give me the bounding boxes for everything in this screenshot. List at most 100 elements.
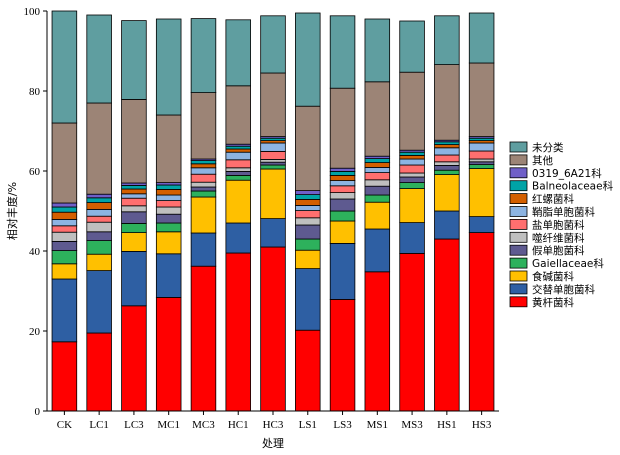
legend-swatch (509, 154, 528, 166)
bar-segment-mc1-s11 (155, 114, 182, 183)
legend-swatch (509, 296, 528, 308)
bar-segment-hc3-s5 (260, 158, 286, 163)
bar-segment-lc1-s7 (86, 208, 112, 217)
legend-swatch (509, 231, 528, 243)
bar-segment-ls1-s10 (295, 190, 321, 196)
bar-segment-lc3-s2 (121, 232, 147, 252)
bar-segment-hs3-s12 (468, 12, 495, 64)
bar-segment-ls3-s9 (329, 170, 356, 176)
bar-segment-lc1-s9 (86, 197, 112, 204)
bar-segment-ck-s11 (51, 122, 78, 204)
bar-segment-ck-s4 (51, 240, 78, 251)
x-tick-label: MC1 (157, 419, 180, 431)
bar-segment-mc1-s7 (155, 194, 182, 201)
bar-segment-ms1-s5 (364, 179, 391, 187)
x-tick-label: LC1 (89, 419, 109, 431)
bar-segment-ms3-s1 (399, 222, 425, 254)
x-tick-label: MS1 (367, 419, 388, 431)
bar-segment-lc3-s11 (121, 99, 147, 184)
bar-segment-lc3-s3 (121, 222, 147, 233)
bar-segment-hs1-s7 (434, 147, 460, 156)
bar-segment-mc3-s6 (190, 173, 217, 183)
bar-segment-ck-s10 (51, 202, 78, 208)
bar-segment-lc3-s1 (121, 250, 147, 307)
bar-segment-hs3-s11 (468, 62, 495, 137)
bar-segment-mc3-s9 (190, 160, 217, 165)
bar-segment-ck-s1 (51, 278, 78, 343)
bar-segment-lc3-s7 (121, 193, 147, 199)
bar-segment-mc3-s3 (190, 190, 217, 198)
bar-segment-lc3-s9 (121, 184, 147, 190)
bar-segment-ms3-s2 (399, 188, 425, 224)
y-tick-label: 80 (29, 86, 41, 98)
bar-segment-ls3-s10 (329, 167, 356, 172)
legend-label: 红螺菌科 (532, 193, 574, 206)
bar-segment-hs3-s6 (468, 150, 495, 160)
bar-segment-lc1-s10 (86, 193, 112, 199)
bar-segment-hc3-s0 (260, 246, 286, 412)
bar-segment-lc3-s6 (121, 197, 147, 207)
bar-segment-hs1-s8 (434, 144, 460, 149)
bar-segment-ck-s7 (51, 218, 78, 227)
bar-segment-ms1-s7 (364, 166, 391, 173)
bar-segment-hs3-s3 (468, 164, 495, 170)
bar-segment-mc1-s8 (155, 188, 182, 196)
bar-segment-ls3-s7 (329, 180, 356, 187)
bar-segment-ms3-s5 (399, 172, 425, 178)
bar-segment-lc3-s0 (121, 305, 147, 412)
bar-segment-ms1-s12 (364, 18, 391, 83)
legend-swatch (509, 257, 528, 269)
bar-segment-mc3-s2 (190, 196, 217, 234)
bar-segment-hs3-s2 (468, 168, 495, 218)
bar-segment-ms1-s11 (364, 81, 391, 157)
bar-segment-mc3-s11 (190, 92, 217, 160)
bar-segment-ls1-s9 (295, 194, 321, 200)
bar-segment-ck-s8 (51, 211, 78, 220)
bar-segment-hc1-s8 (225, 148, 251, 153)
bar-segment-ms3-s12 (399, 20, 425, 73)
x-tick-label: MC3 (192, 419, 215, 431)
bar-segment-hs1-s12 (434, 15, 460, 65)
legend-label: 其他 (532, 154, 553, 167)
bar-segment-ls3-s8 (329, 174, 356, 181)
bar-segment-hs3-s0 (468, 232, 495, 412)
legend-label: Gaiellaceae科 (532, 257, 604, 270)
bar-segment-lc1-s0 (86, 332, 112, 412)
legend-swatch (509, 141, 528, 153)
bar-segment-ms1-s2 (364, 201, 391, 230)
bar-segment-ls1-s6 (295, 210, 321, 219)
bar-segment-mc3-s12 (190, 18, 217, 94)
bar-segment-hc3-s11 (260, 72, 286, 137)
bar-segment-hs1-s5 (434, 161, 460, 166)
legend-swatch (509, 206, 528, 217)
bar-segment-hc1-s6 (225, 159, 251, 169)
bar-segment-ls1-s5 (295, 217, 321, 226)
bar-segment-ck-s9 (51, 206, 78, 213)
bar-segment-hs1-s6 (434, 154, 460, 163)
bar-segment-mc1-s1 (155, 253, 182, 298)
plot-area (51, 10, 495, 412)
bar-segment-ls1-s2 (295, 249, 321, 269)
legend-swatch (509, 244, 528, 256)
bar-segment-hc1-s2 (225, 179, 251, 224)
bar-segment-ms1-s0 (364, 271, 391, 412)
bar-segment-lc1-s5 (86, 221, 112, 233)
bar-segment-lc3-s8 (121, 188, 147, 195)
bar-segment-hs3-s7 (468, 142, 495, 152)
y-tick-label: 0 (35, 406, 41, 418)
bar-segment-hs1-s4 (434, 164, 460, 171)
y-tick-label: 100 (24, 6, 41, 18)
bar-segment-ms3-s4 (399, 176, 425, 183)
bar-segment-ls3-s6 (329, 185, 356, 194)
x-tick-label: HS1 (437, 419, 457, 431)
bar-segment-hs1-s1 (434, 210, 460, 240)
bar-segment-ls3-s4 (329, 198, 356, 212)
legend-label: 假单胞菌科 (532, 244, 585, 257)
bar-segment-hc3-s1 (260, 218, 286, 248)
bar-segment-ms1-s9 (364, 158, 391, 164)
bar-segment-mc3-s1 (190, 232, 217, 267)
legend: 未分类其他0319_6A21科Balneolaceae科红螺菌科鞘脂单胞菌科盐单… (509, 141, 614, 309)
bar-segment-lc1-s2 (86, 253, 112, 271)
legend-swatch (509, 180, 528, 192)
